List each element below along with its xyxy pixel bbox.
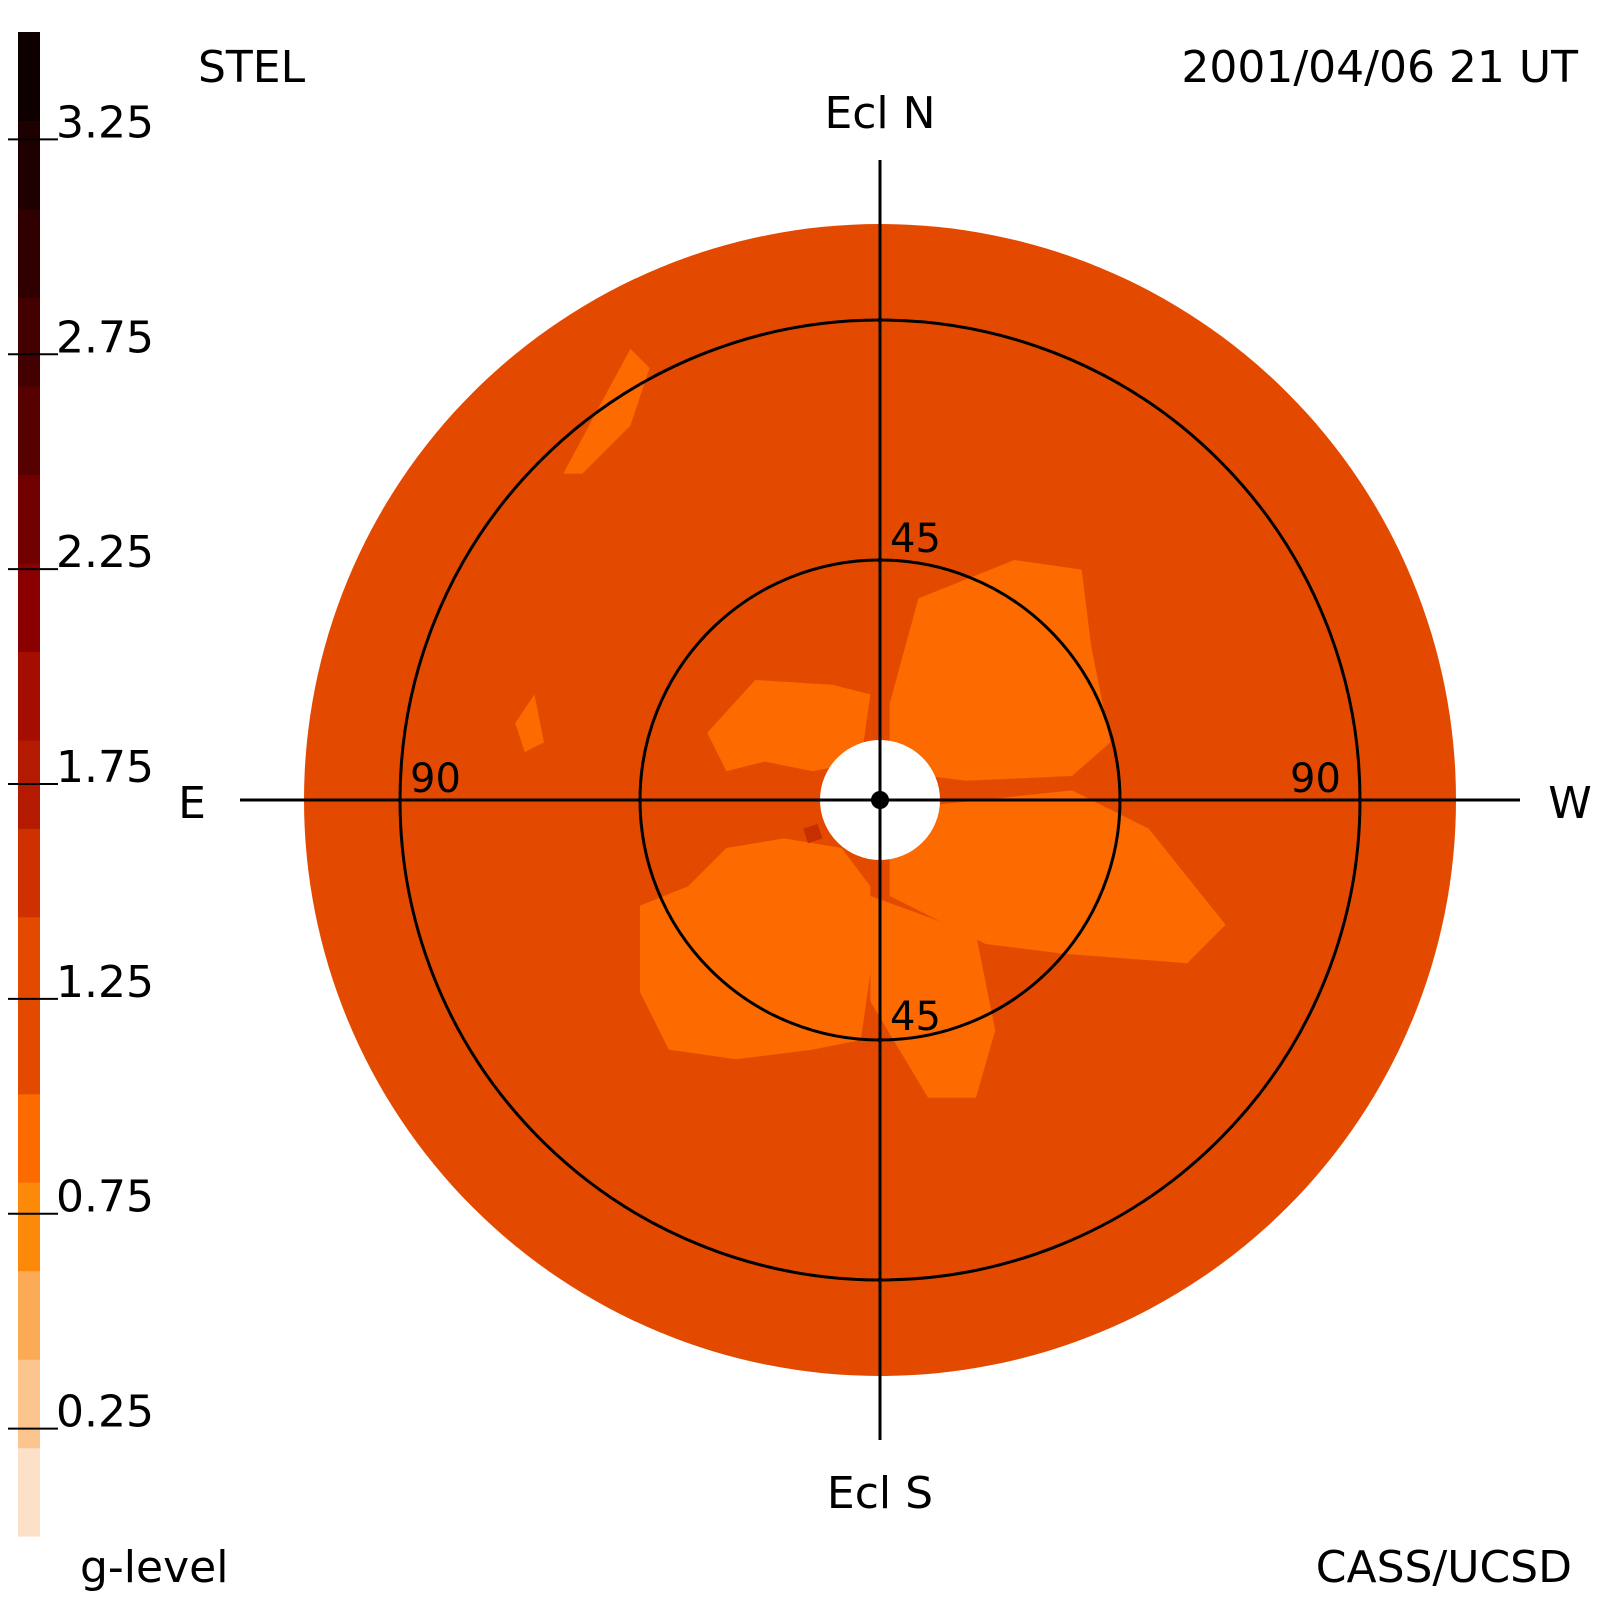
colorbar-ticks: 0.25 0.75 1.25 1.75 2.25 2.75 3.25 bbox=[8, 97, 154, 1438]
west-lobe-region bbox=[889, 790, 1226, 964]
near-sun-spot-region bbox=[803, 824, 823, 844]
colorbar-segment bbox=[18, 208, 40, 298]
colorbar-segment bbox=[18, 651, 40, 741]
timestamp-label: 2001/04/06 21 UT bbox=[1181, 42, 1578, 93]
colorbar-tick-label: 2.25 bbox=[56, 527, 154, 578]
elongation-45-north-label: 45 bbox=[890, 516, 941, 562]
colorbar-segment bbox=[18, 385, 40, 475]
ecliptic-south-label: Ecl S bbox=[827, 1468, 933, 1519]
elongation-grid bbox=[240, 160, 1520, 1440]
elongation-45-south-label: 45 bbox=[890, 994, 941, 1040]
south-lobe-region bbox=[870, 896, 996, 1098]
elongation-90-west-label: 90 bbox=[1290, 756, 1341, 802]
east-label: E bbox=[178, 778, 206, 829]
colorbar-tick-label: 1.75 bbox=[56, 742, 154, 793]
colorbar-segment bbox=[18, 562, 40, 652]
colorbar-segment bbox=[18, 297, 40, 387]
colorbar-segment bbox=[18, 1005, 40, 1095]
colorbar-segment bbox=[18, 1093, 40, 1183]
ecliptic-north-label: Ecl N bbox=[824, 88, 935, 139]
instrument-label: STEL bbox=[198, 42, 306, 93]
colorbar-segment bbox=[18, 1359, 40, 1449]
east-center-lobe-region bbox=[707, 680, 871, 772]
colorbar-segment bbox=[18, 1270, 40, 1360]
enhancement-regions bbox=[515, 348, 1226, 1098]
west-north-lobe-region bbox=[889, 560, 1111, 781]
colorbar-tick-label: 3.25 bbox=[56, 97, 154, 148]
colorbar-segment bbox=[18, 1447, 40, 1537]
colorbar-segment bbox=[18, 1182, 40, 1272]
north-east-blob-region bbox=[563, 348, 650, 474]
south-east-lobe-region bbox=[640, 838, 871, 1060]
colorbar-segment bbox=[18, 120, 40, 210]
colorbar-tick-label: 0.75 bbox=[56, 1172, 154, 1223]
elongation-90-east-label: 90 bbox=[410, 756, 461, 802]
east-small-blob-region bbox=[515, 694, 544, 752]
colorbar-label: g-level bbox=[80, 1542, 228, 1593]
colorbar-tick-label: 1.25 bbox=[56, 957, 154, 1008]
credit-label: CASS/UCSD bbox=[1316, 1542, 1572, 1593]
colorbar-tick-label: 2.75 bbox=[56, 312, 154, 363]
colorbar-segment bbox=[18, 828, 40, 918]
west-label: W bbox=[1548, 778, 1592, 829]
colorbar-segment bbox=[18, 474, 40, 564]
colorbar-segment bbox=[18, 916, 40, 1006]
colorbar-segment bbox=[18, 32, 40, 122]
sun-center-dot bbox=[871, 791, 889, 809]
colorbar-tick-label: 0.25 bbox=[56, 1387, 154, 1438]
